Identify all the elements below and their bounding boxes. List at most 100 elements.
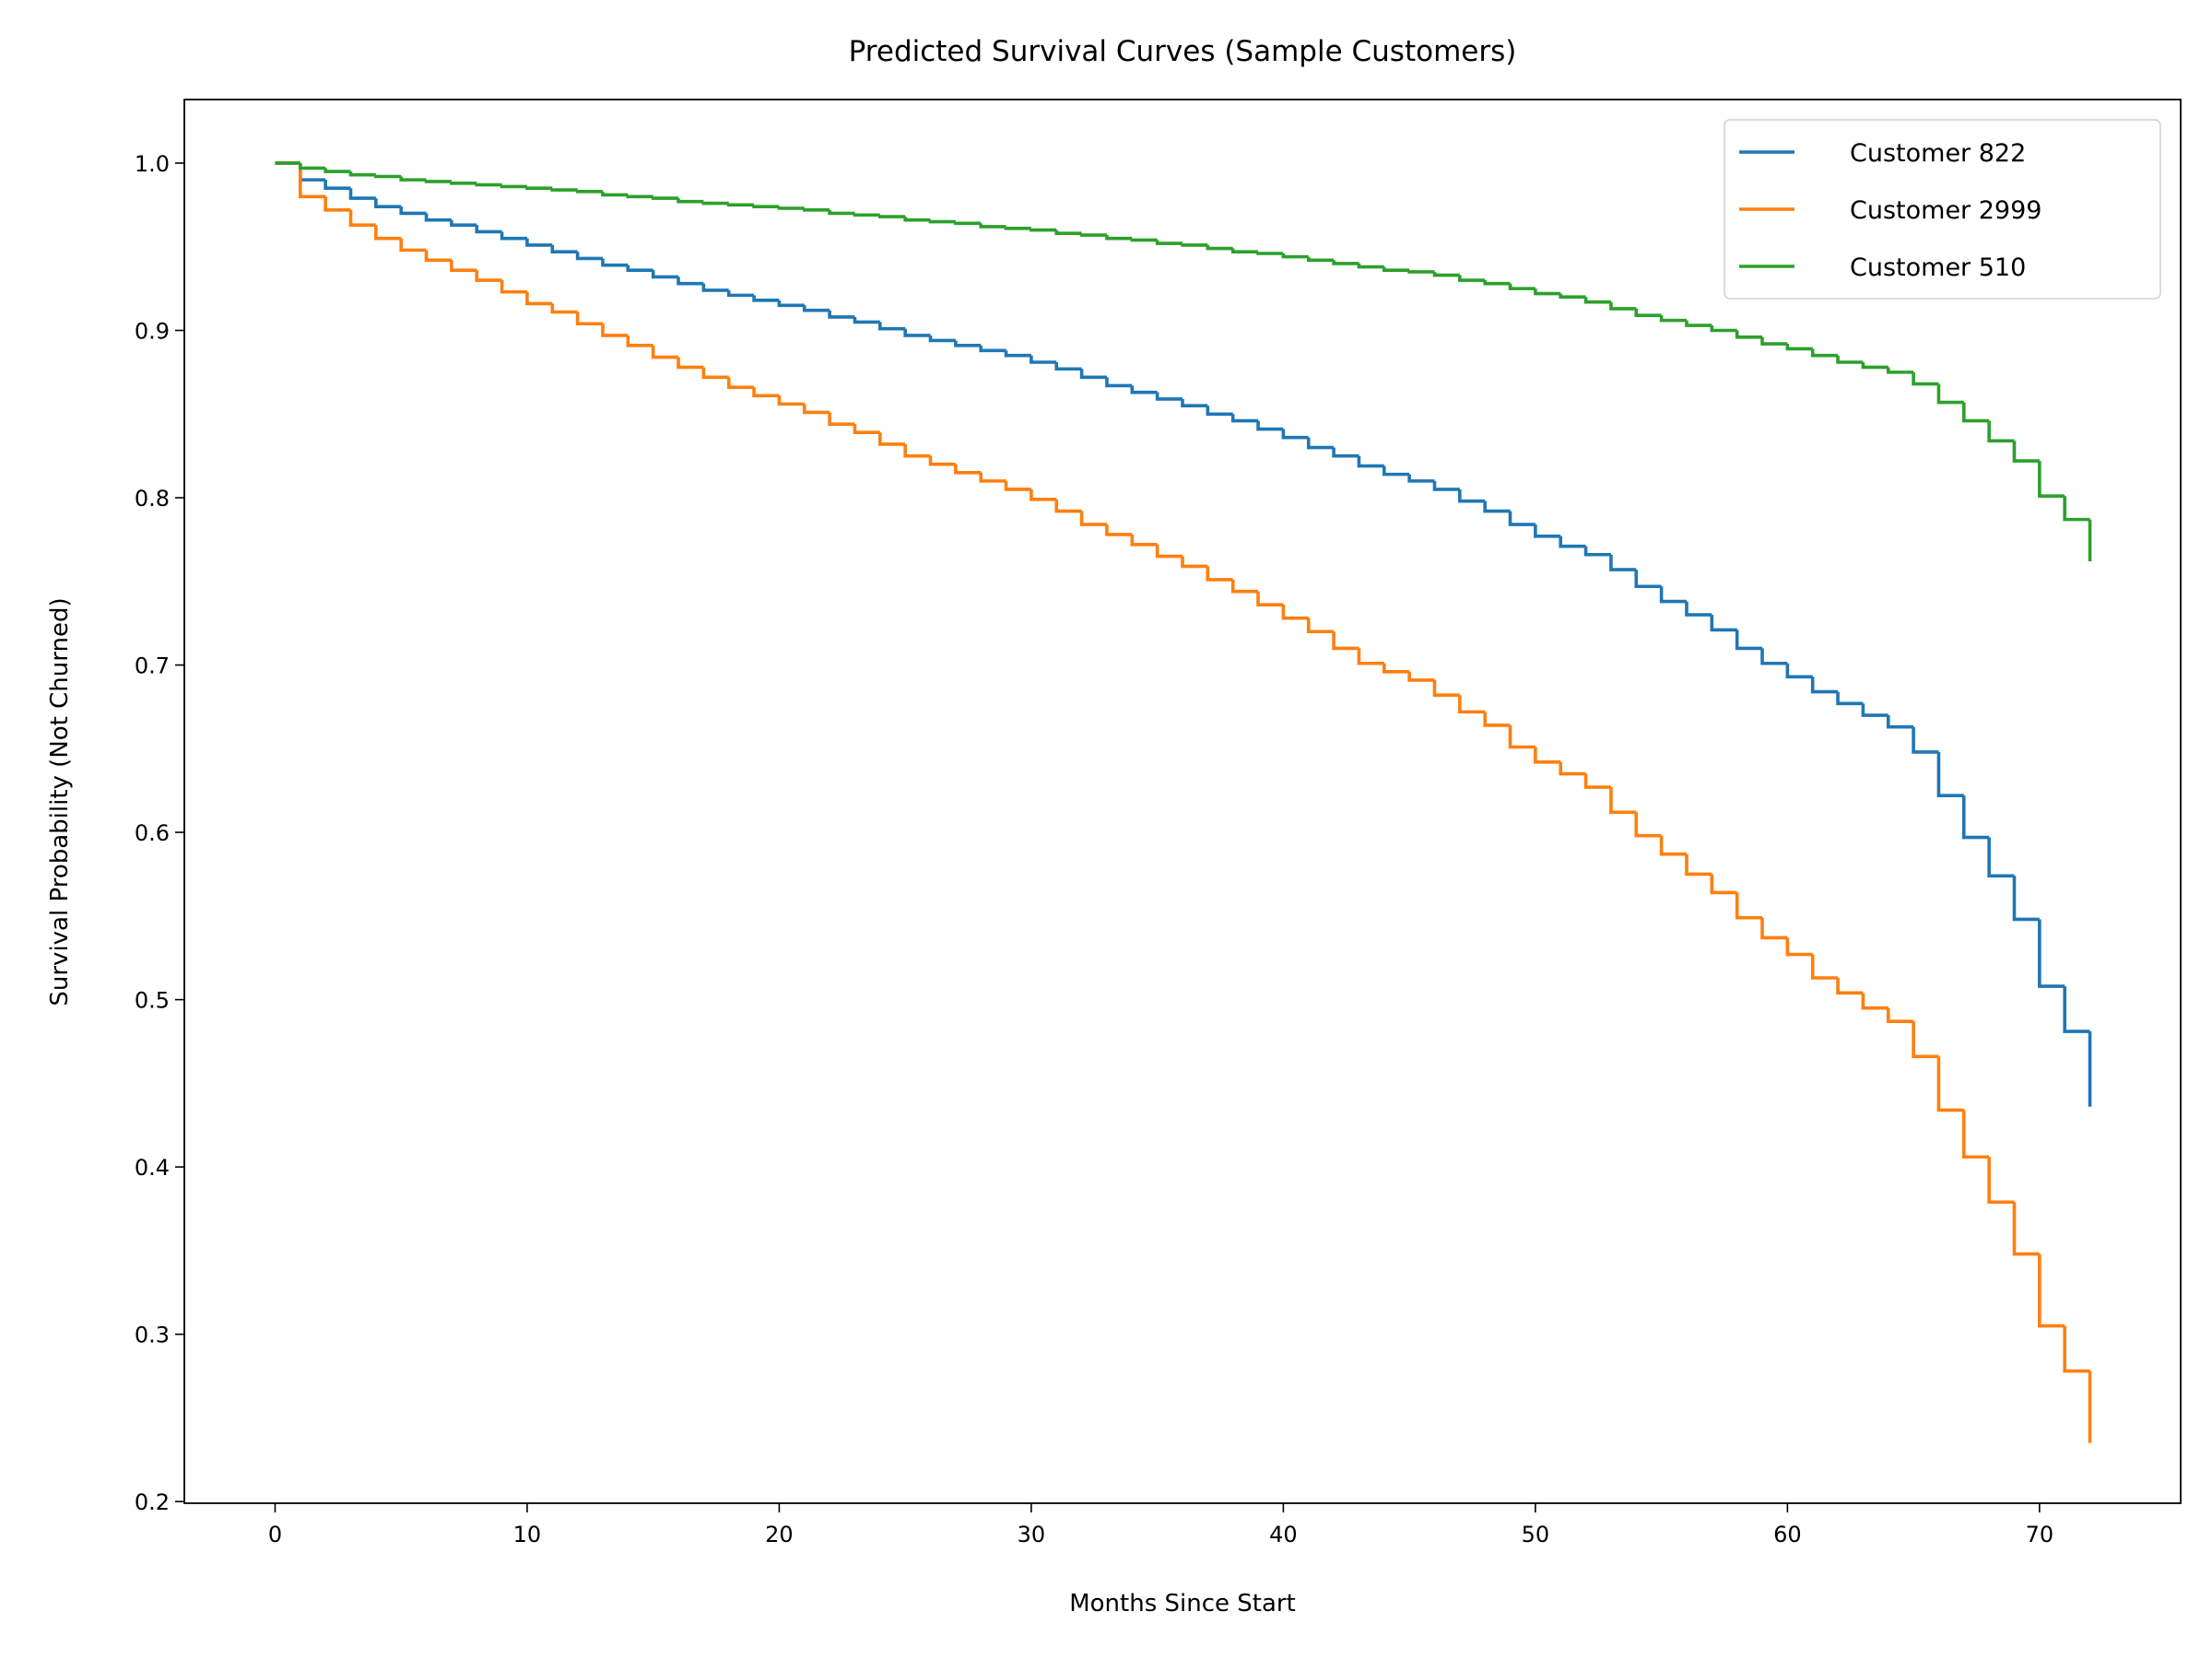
survival-step [1181,398,1208,407]
survival-step [651,345,679,359]
survival-step [1634,812,1662,838]
series [275,161,2092,1107]
survival-step [399,238,427,253]
survival-step [752,295,780,302]
survival-step [1458,488,1486,503]
survival-step [2012,876,2040,922]
survival-step [1206,244,1233,251]
survival-step [1659,586,1687,604]
survival-step [1912,371,1939,386]
survival-step [1634,308,1662,317]
survival-step [1432,679,1460,698]
survival-step [1912,1021,1939,1059]
survival-step [575,190,603,194]
survival-step [1079,369,1107,380]
survival-step [324,196,351,212]
survival-step [903,328,931,337]
survival-step [677,276,704,286]
survival-step [1030,488,1057,501]
survival-step [1583,297,1611,304]
x-tick-label: 70 [2026,1522,2054,1547]
survival-step [1407,671,1435,682]
survival-step [1105,235,1133,241]
legend-label: Customer 510 [1850,253,2026,282]
survival-step [1962,402,1990,423]
survival-step [954,221,982,226]
survival-step [701,367,729,380]
survival-step [1382,465,1410,477]
survival-step [1357,648,1384,665]
survival-step [928,335,956,343]
survival-step [299,162,326,171]
survival-step [1155,240,1182,245]
survival-step [752,387,780,398]
survival-step [1861,703,1888,717]
survival-step [1559,535,1586,548]
x-tick-label: 0 [268,1522,282,1547]
survival-step [1306,618,1335,634]
survival-step [1357,263,1384,269]
survival-step [324,168,351,173]
survival-step [954,340,982,347]
survival-step [677,357,704,370]
survival-step [1735,629,1763,651]
survival-step [550,244,578,253]
chart-title: Predicted Survival Curves (Sample Custom… [849,35,1517,68]
survival-step [1382,266,1410,272]
survival-step [1130,238,1158,242]
survival-step [828,310,855,319]
survival-step [1256,252,1284,255]
survival-step [626,265,653,272]
survival-step [2012,1202,2040,1256]
survival-step [1155,544,1182,559]
survival-step [853,424,880,435]
legend: Customer 822 Customer 2999 Customer 510 [1724,119,2161,300]
survival-step [2038,1253,2065,1328]
survival-step [1206,406,1233,417]
legend-label: Customer 822 [1850,139,2026,168]
survival-step [1987,1157,2015,1205]
survival-step [348,171,376,177]
survival-step [1534,747,1561,764]
survival-step [1583,546,1611,557]
survival-step [726,203,755,207]
survival-step [1256,420,1284,431]
survival-step [903,217,931,222]
survival-step [1810,677,1839,694]
survival-step [299,162,326,182]
survival-step [525,186,553,191]
survival-step [500,184,527,189]
survival-step [1256,591,1284,607]
survival-step [1886,715,1914,729]
survival-step [550,188,578,192]
survival-step [1508,283,1535,290]
survival-step [1861,993,1888,1010]
legend-label: Customer 2999 [1850,196,2041,225]
survival-step [601,258,629,267]
survival-step [1735,892,1763,920]
survival-step [1785,937,1813,957]
survival-step [1710,325,1737,333]
series [275,161,2092,562]
survival-step [1181,556,1208,569]
x-axis-label: Months Since Start [1069,1590,1296,1618]
survival-step [424,180,452,183]
y-tick-label: 0.8 [135,486,170,512]
survival-step [2038,919,2065,988]
survival-step [1155,392,1182,401]
survival-step [677,198,704,204]
survival-step [324,180,351,191]
survival-step [626,194,653,199]
survival-step [1432,480,1460,491]
y-tick-label: 0.3 [135,1323,170,1348]
survival-step [1458,275,1486,282]
survival-step [1306,256,1335,263]
survival-step [1004,480,1031,491]
survival-step [1710,615,1737,632]
survival-step [299,162,326,199]
survival-step [1936,1056,1964,1112]
survival-step [878,322,906,331]
legend-box [1724,119,2161,300]
y-tick-label: 0.9 [135,319,170,345]
survival-step [1810,954,1839,980]
